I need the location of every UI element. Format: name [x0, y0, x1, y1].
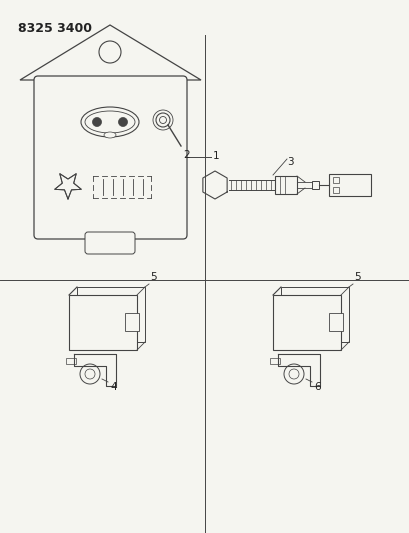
Bar	[272, 295, 340, 350]
Circle shape	[85, 369, 95, 379]
Bar	[280, 287, 348, 342]
Polygon shape	[20, 25, 200, 80]
Bar	[311, 181, 318, 189]
Text: 5: 5	[150, 272, 156, 282]
Text: 5: 5	[353, 272, 360, 282]
Bar	[69, 295, 137, 350]
Bar	[93, 176, 151, 198]
Circle shape	[283, 364, 303, 384]
Bar	[66, 358, 76, 364]
Bar	[332, 187, 338, 193]
Polygon shape	[54, 174, 81, 199]
Circle shape	[118, 117, 127, 126]
Circle shape	[99, 41, 121, 63]
Text: 4: 4	[110, 382, 116, 392]
Bar	[332, 177, 338, 183]
Text: 1: 1	[213, 151, 219, 161]
Circle shape	[288, 369, 298, 379]
Circle shape	[92, 117, 101, 126]
Ellipse shape	[81, 107, 139, 137]
Ellipse shape	[104, 132, 116, 138]
Bar	[328, 313, 342, 331]
Bar	[328, 174, 370, 196]
Text: 2: 2	[182, 150, 189, 160]
FancyBboxPatch shape	[34, 76, 187, 239]
Bar	[77, 287, 145, 342]
Text: 3: 3	[286, 157, 293, 167]
Bar	[274, 176, 296, 194]
Bar	[125, 313, 139, 331]
Circle shape	[155, 113, 170, 127]
Text: 6: 6	[313, 382, 320, 392]
Text: 8325 3400: 8325 3400	[18, 22, 92, 35]
Ellipse shape	[85, 111, 135, 133]
FancyBboxPatch shape	[85, 232, 135, 254]
Circle shape	[159, 117, 166, 124]
Bar	[270, 358, 279, 364]
Circle shape	[80, 364, 100, 384]
